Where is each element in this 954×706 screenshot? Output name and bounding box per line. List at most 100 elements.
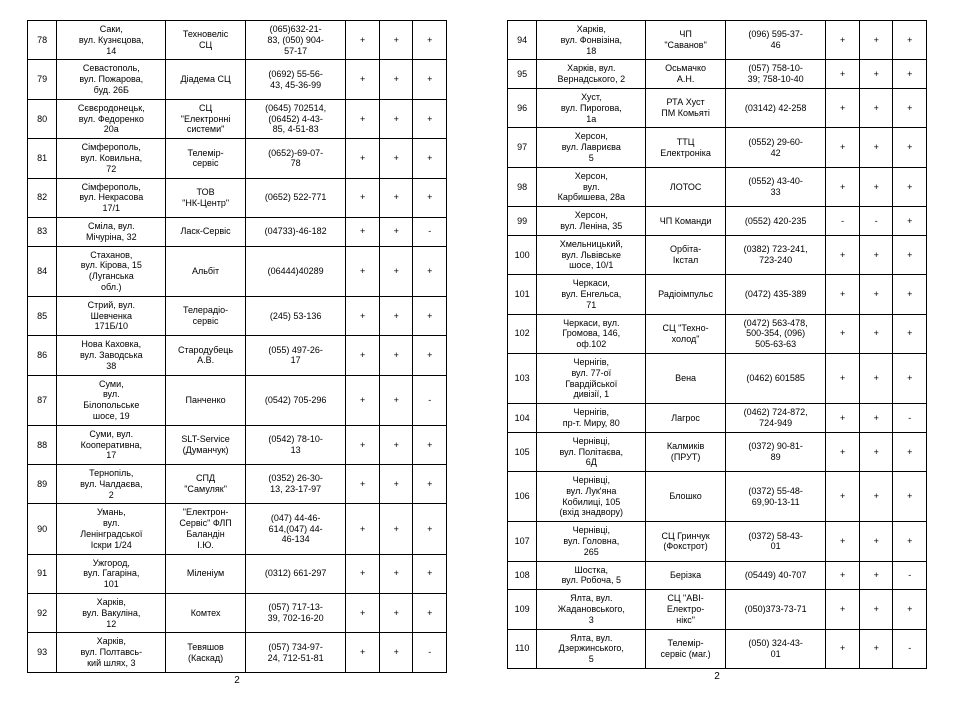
row-number: 110 [508,629,537,668]
row-phone: (057) 758-10-39; 758-10-40 [725,60,826,89]
row-org: Берізка [646,561,726,590]
row-mark-3: + [413,246,447,296]
row-mark-2: + [859,60,893,89]
row-mark-3: + [413,336,447,375]
row-mark-3: + [893,314,927,353]
table-row: 105Чернівці,вул. Політаєва,6ДКалмиків(ПР… [508,432,927,471]
table-row: 87Суми,вул.Білопольськешосе, 19Панченко(… [28,375,447,425]
row-mark-1: + [346,465,380,504]
table-row: 99Херсон,вул. Леніна, 35ЧП Команди(0552)… [508,207,927,236]
row-org: Орбіта-Ікстал [646,235,726,274]
row-mark-2: + [379,554,413,593]
row-number: 96 [508,88,537,127]
row-mark-3: - [413,633,447,672]
row-mark-1: + [826,629,860,668]
row-number: 99 [508,207,537,236]
row-mark-1: + [346,246,380,296]
row-phone: (0312) 661-297 [245,554,346,593]
row-org: ЧП"Саванов" [646,21,726,60]
row-mark-2: + [379,375,413,425]
row-address: Саки,вул. Кузнєцова,14 [57,21,166,60]
row-number: 108 [508,561,537,590]
row-number: 87 [28,375,57,425]
row-mark-1: + [346,60,380,99]
row-org: Телерадіо-сервіс [166,296,246,335]
table-row: 96Хуст,вул. Пирогова,1аРТА ХустПМ Комьят… [508,88,927,127]
row-number: 93 [28,633,57,672]
row-number: 84 [28,246,57,296]
row-number: 91 [28,554,57,593]
row-phone: (055) 497-26-17 [245,336,346,375]
row-mark-2: + [859,128,893,167]
row-address: Сміла, вул.Мічуріна, 32 [57,217,166,246]
row-mark-3: + [893,590,927,629]
row-number: 95 [508,60,537,89]
row-mark-3: + [893,128,927,167]
row-address: Сімферополь,вул. Некрасова17/1 [57,178,166,217]
row-address: Черкаси, вул.Громова, 146,оф.102 [537,314,646,353]
row-number: 79 [28,60,57,99]
row-org: ТОВ"НК-Центр" [166,178,246,217]
row-mark-1: + [346,375,380,425]
row-mark-3: + [893,235,927,274]
row-number: 97 [508,128,537,167]
row-number: 90 [28,504,57,554]
row-phone: (0692) 55-56-43, 45-36-99 [245,60,346,99]
row-mark-2: + [859,472,893,522]
right-table: 94Харків,вул. Фонвізіна,18ЧП"Саванов"(09… [507,20,927,669]
table-row: 80Сєвєродонецьк,вул. Федоренко20аСЦ"Елек… [28,99,447,138]
row-mark-2: + [379,425,413,464]
row-mark-2: + [859,275,893,314]
table-row: 103Чернігів,вул. 77-оїГвардійськоїдивізі… [508,353,927,403]
row-phone: (0372) 90-81-89 [725,432,826,471]
row-mark-3: + [893,207,927,236]
row-mark-2: + [859,21,893,60]
row-mark-1: + [346,633,380,672]
table-row: 104Чернігів,пр-т. Миру, 80Лагрос(0462) 7… [508,404,927,433]
table-row: 107Чернівці,вул. Головна,265СЦ Гринчук(Ф… [508,522,927,561]
row-phone: (0372) 58-43-01 [725,522,826,561]
row-number: 107 [508,522,537,561]
table-row: 78Саки,вул. Кузнєцова,14ТехновелісСЦ(065… [28,21,447,60]
table-row: 81Сімферополь,вул. Ковильна,72Телемір-се… [28,139,447,178]
row-mark-3: + [413,594,447,633]
row-address: Хуст,вул. Пирогова,1а [537,88,646,127]
row-phone: (03142) 42-258 [725,88,826,127]
table-row: 90Умань,вул.ЛенінградськоїІскри 1/24"Еле… [28,504,447,554]
row-mark-1: + [826,353,860,403]
row-org: SLT-Service(Думанчук) [166,425,246,464]
row-mark-3: + [893,353,927,403]
row-mark-1: + [826,404,860,433]
row-phone: (245) 53-136 [245,296,346,335]
row-phone: (0542) 78-10-13 [245,425,346,464]
row-address: Херсон,вул.Карбишева, 28а [537,167,646,206]
table-row: 93Харків,вул. Полтавсь-кий шлях, 3Тевяшо… [28,633,447,672]
row-org: Альбіт [166,246,246,296]
row-number: 80 [28,99,57,138]
row-address: Тернопіль,вул. Чалдаєва,2 [57,465,166,504]
row-number: 106 [508,472,537,522]
row-number: 103 [508,353,537,403]
table-row: 101Черкаси,вул. Енгельса,71Радіоімпульс(… [508,275,927,314]
row-mark-1: + [346,178,380,217]
row-address: Херсон,вул. Лавриєва5 [537,128,646,167]
row-org: Радіоімпульс [646,275,726,314]
row-number: 98 [508,167,537,206]
row-address: Нова Каховка,вул. Заводська38 [57,336,166,375]
row-mark-3: - [893,404,927,433]
row-number: 100 [508,235,537,274]
row-mark-2: + [859,629,893,668]
row-mark-2: + [859,88,893,127]
row-mark-1: + [346,99,380,138]
row-mark-2: + [379,296,413,335]
row-phone: (096) 595-37-46 [725,21,826,60]
row-mark-1: + [826,432,860,471]
row-org: Телемір-сервіс (маг.) [646,629,726,668]
row-mark-2: + [379,21,413,60]
row-number: 86 [28,336,57,375]
row-address: Ялта, вул.Дзержинського,5 [537,629,646,668]
table-row: 110Ялта, вул.Дзержинського,5Телемір-серв… [508,629,927,668]
row-phone: (0652) 522-771 [245,178,346,217]
row-mark-3: + [893,167,927,206]
row-org: Тевяшов(Каскад) [166,633,246,672]
